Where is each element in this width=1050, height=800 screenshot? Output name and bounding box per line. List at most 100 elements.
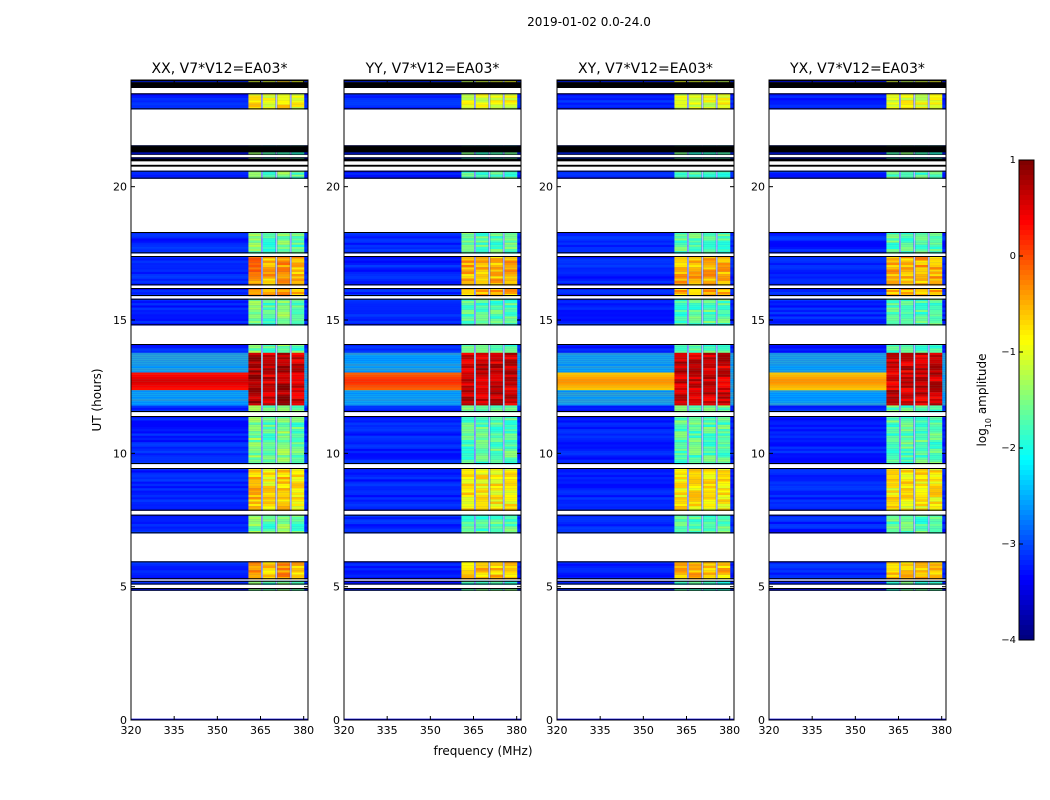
y-tick-label: 0	[333, 714, 340, 727]
colorbar-segment	[1019, 465, 1034, 471]
waterfall-image	[557, 80, 734, 720]
colorbar-segment	[1019, 215, 1034, 221]
y-tick-label: 15	[751, 314, 765, 327]
colorbar-segment	[1019, 570, 1034, 576]
colorbar-segment	[1019, 340, 1034, 346]
colorbar-segment	[1019, 470, 1034, 476]
colorbar-segment	[1019, 300, 1034, 306]
colorbar-segment	[1019, 350, 1034, 356]
colorbar-segment	[1019, 540, 1034, 546]
colorbar-segment	[1019, 585, 1034, 591]
colorbar-segment	[1019, 575, 1034, 581]
y-tick-label: 15	[326, 314, 340, 327]
colorbar-segment	[1019, 555, 1034, 561]
panel-frame	[768, 79, 947, 721]
colorbar-segment	[1019, 415, 1034, 421]
x-tick-label: 365	[676, 724, 697, 737]
colorbar-segment	[1019, 335, 1034, 341]
colorbar-segment	[1019, 600, 1034, 606]
colorbar-segment	[1019, 455, 1034, 461]
colorbar-segment	[1019, 395, 1034, 401]
y-tick-label: 10	[539, 447, 553, 460]
colorbar-segment	[1019, 310, 1034, 316]
x-tick-label: 380	[293, 724, 314, 737]
colorbar-segment	[1019, 485, 1034, 491]
colorbar-segment	[1019, 505, 1034, 511]
colorbar-segment	[1019, 220, 1034, 226]
colorbar-segment	[1019, 500, 1034, 506]
colorbar-segment	[1019, 165, 1034, 171]
colorbar-segment	[1019, 535, 1034, 541]
colorbar-segment	[1019, 170, 1034, 176]
x-tick-label: 380	[506, 724, 527, 737]
colorbar-segment	[1019, 435, 1034, 441]
x-tick-label: 350	[845, 724, 866, 737]
colorbar-segment	[1019, 275, 1034, 281]
colorbar-segment	[1019, 375, 1034, 381]
y-axis-label: UT (hours)	[90, 368, 104, 431]
colorbar-tick-label: −3	[1001, 539, 1016, 550]
colorbar-segment	[1019, 530, 1034, 536]
colorbar-segment	[1019, 190, 1034, 196]
colorbar-segment	[1019, 440, 1034, 446]
colorbar-segment	[1019, 495, 1034, 501]
colorbar-segment	[1019, 235, 1034, 241]
x-tick-label: 365	[463, 724, 484, 737]
colorbar-segment	[1019, 265, 1034, 271]
colorbar-segment	[1019, 525, 1034, 531]
panel-frame	[130, 79, 309, 721]
colorbar-segment	[1019, 210, 1034, 216]
panel-title: XX, V7*V12=EA03*	[152, 61, 288, 77]
panel-title: YX, V7*V12=EA03*	[789, 61, 925, 77]
colorbar-segment	[1019, 205, 1034, 211]
colorbar-segment	[1019, 590, 1034, 596]
colorbar-tick-label: 1	[1010, 155, 1016, 166]
colorbar-tick-label: −1	[1001, 347, 1016, 358]
figure-title: 2019-01-02 0.0-24.0	[527, 15, 651, 29]
panel-frame	[343, 79, 522, 721]
y-tick-label: 10	[326, 447, 340, 460]
colorbar-segment	[1019, 635, 1034, 641]
colorbar-segment	[1019, 260, 1034, 266]
waterfall-image	[131, 80, 308, 720]
colorbar-segment	[1019, 610, 1034, 616]
x-tick-label: 320	[334, 724, 355, 737]
y-tick-label: 20	[113, 181, 127, 194]
colorbar-segment	[1019, 550, 1034, 556]
colorbar-segment	[1019, 185, 1034, 191]
colorbar-segment	[1019, 345, 1034, 351]
colorbar-segment	[1019, 330, 1034, 336]
panel-yy: YY, V7*V12=EA03* 320 335 350 365 380 0 5 10 15 20	[326, 61, 527, 737]
y-tick-label: 5	[758, 581, 765, 594]
panel-yx: YX, V7*V12=EA03* 320 335 350 365 380 0 5 10 15 20	[751, 61, 952, 737]
colorbar-segment	[1019, 475, 1034, 481]
colorbar-tick-label: −2	[1001, 443, 1016, 454]
colorbar-tick-label: 0	[1010, 251, 1016, 262]
colorbar-segment	[1019, 580, 1034, 586]
colorbar-segment	[1019, 295, 1034, 301]
colorbar-segment	[1019, 410, 1034, 416]
colorbar-segment	[1019, 430, 1034, 436]
colorbar-segment	[1019, 565, 1034, 571]
colorbar-segment	[1019, 240, 1034, 246]
colorbar-segment	[1019, 370, 1034, 376]
colorbar-segment	[1019, 515, 1034, 521]
colorbar-segment	[1019, 225, 1034, 231]
colorbar-segment	[1019, 175, 1034, 181]
y-tick-label: 10	[751, 447, 765, 460]
waterfall-image	[344, 80, 521, 720]
colorbar-segment	[1019, 180, 1034, 186]
colorbar-segment	[1019, 280, 1034, 286]
panel-xy: XY, V7*V12=EA03* 320 335 350 365 380 0 5 10 15 20	[539, 61, 740, 737]
y-tick-label: 20	[326, 181, 340, 194]
colorbar-segment	[1019, 365, 1034, 371]
y-tick-label: 20	[539, 181, 553, 194]
x-tick-label: 380	[719, 724, 740, 737]
colorbar-tick-label: −4	[1001, 635, 1016, 646]
colorbar-segment	[1019, 520, 1034, 526]
y-tick-label: 0	[120, 714, 127, 727]
x-tick-label: 320	[121, 724, 142, 737]
y-tick-label: 5	[120, 581, 127, 594]
y-tick-label: 5	[546, 581, 553, 594]
x-tick-label: 350	[207, 724, 228, 737]
